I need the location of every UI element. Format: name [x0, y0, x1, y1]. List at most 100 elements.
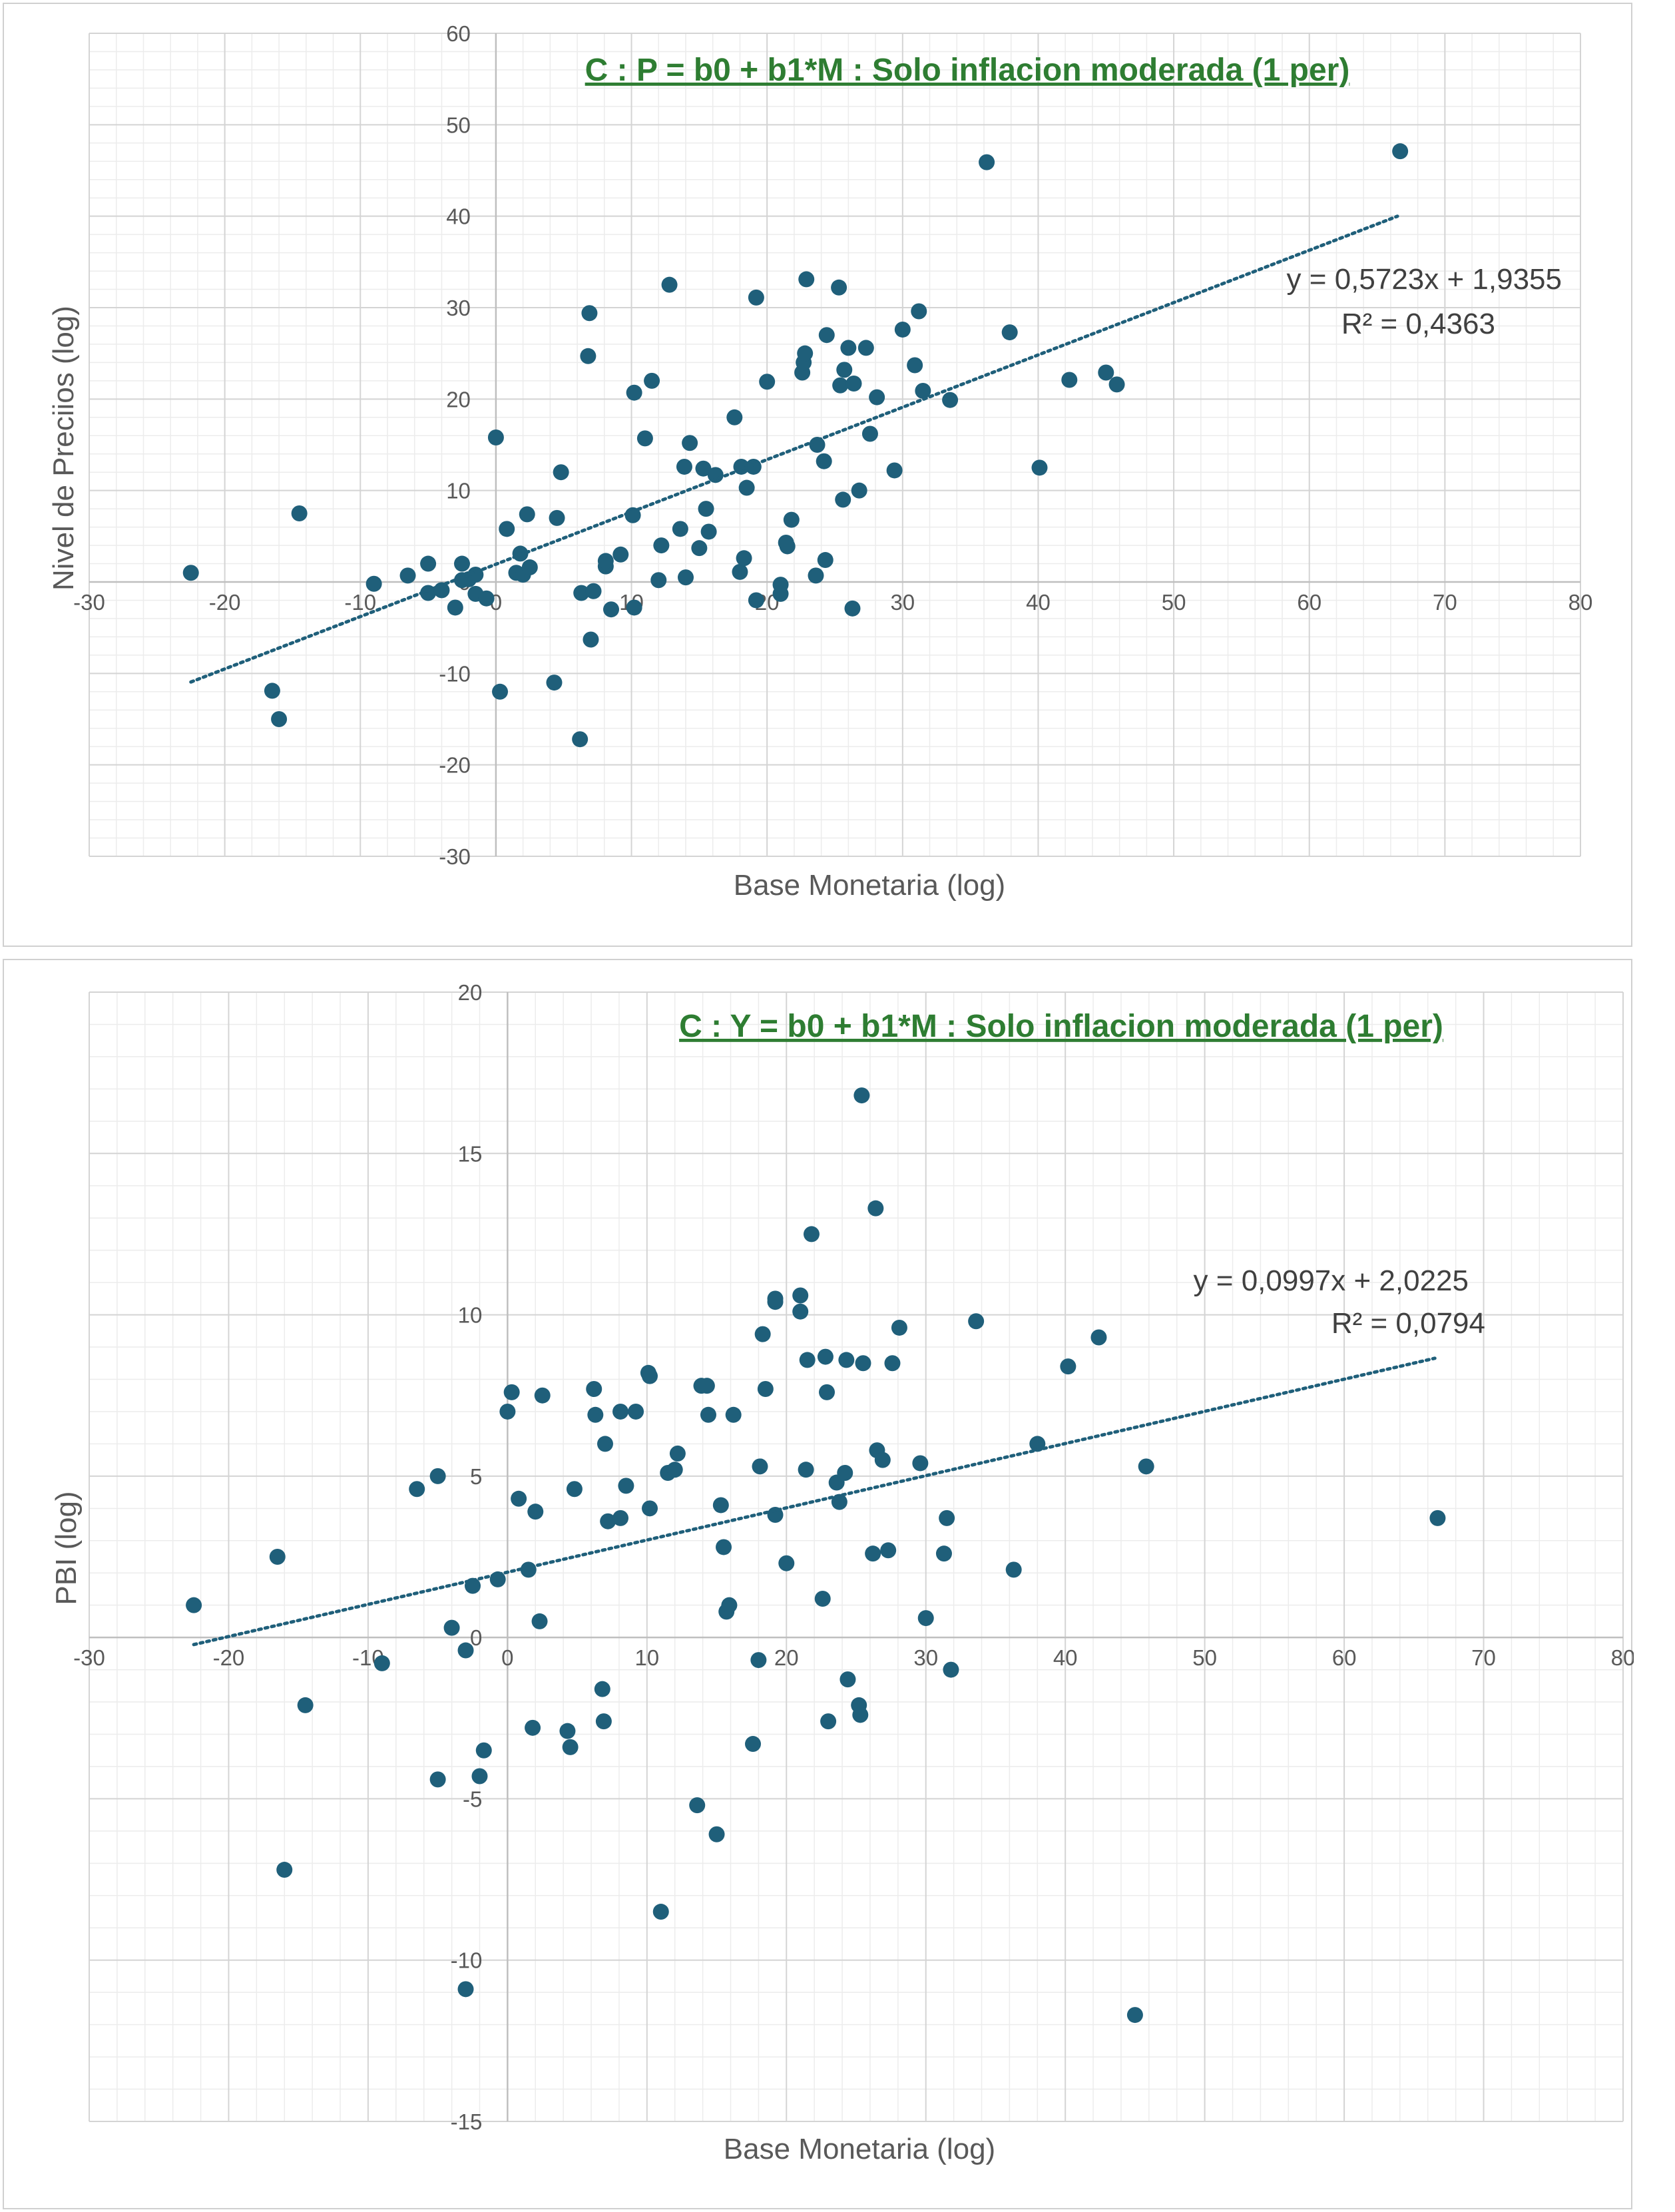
data-point — [653, 537, 670, 554]
x-tick-label: 0 — [501, 1645, 513, 1670]
x-tick-label: -20 — [213, 1645, 245, 1670]
data-point — [520, 1561, 537, 1578]
data-point — [943, 1661, 959, 1678]
data-point — [612, 546, 629, 563]
data-point — [580, 348, 597, 364]
data-point — [831, 279, 847, 296]
data-point — [642, 1500, 658, 1517]
data-point — [586, 1381, 602, 1398]
data-point — [447, 599, 463, 616]
x-tick-label: 70 — [1433, 590, 1457, 615]
data-point — [839, 1671, 856, 1688]
trendline-path — [189, 214, 1399, 684]
data-point — [874, 1452, 891, 1468]
data-point — [817, 1348, 834, 1365]
data-point — [698, 501, 714, 517]
y-tick-label: -20 — [439, 753, 471, 778]
y-tick-label: -15 — [451, 2109, 483, 2134]
data-point — [269, 1549, 286, 1565]
data-point — [917, 1610, 934, 1627]
data-point — [721, 1597, 738, 1613]
data-point — [566, 1481, 583, 1498]
trendline — [189, 214, 1399, 684]
data-point — [792, 1287, 809, 1304]
data-point — [650, 572, 667, 589]
data-point — [186, 1597, 202, 1613]
data-point — [942, 392, 959, 408]
y-tick-label: 20 — [458, 980, 483, 1005]
data-point — [698, 1378, 715, 1394]
data-point — [636, 430, 653, 447]
data-point — [817, 552, 834, 569]
y-tick-label: -5 — [463, 1787, 482, 1811]
data-point — [573, 585, 590, 601]
y-tick-label: 0 — [470, 1625, 482, 1650]
data-point — [835, 491, 851, 508]
r-squared-label: R² = 0,4363 — [1341, 308, 1495, 340]
x-tick-label: 60 — [1297, 590, 1321, 615]
data-point — [1392, 143, 1409, 160]
data-point — [832, 377, 849, 394]
data-point — [798, 271, 815, 288]
data-point — [1138, 1458, 1154, 1475]
data-point — [836, 362, 853, 378]
data-point — [779, 538, 796, 555]
data-point — [612, 1403, 629, 1420]
data-point — [857, 340, 874, 356]
data-point — [457, 1981, 474, 1998]
data-point — [521, 559, 538, 576]
data-point — [1005, 1561, 1022, 1578]
data-point — [682, 435, 698, 451]
data-point — [689, 1797, 706, 1814]
data-point — [562, 1739, 579, 1755]
data-point — [549, 509, 565, 526]
data-point — [499, 521, 515, 537]
trendline-equation: y = 0,5723x + 1,9355 — [1287, 263, 1562, 296]
data-point — [745, 1736, 762, 1753]
data-point — [1061, 372, 1078, 388]
data-point — [979, 154, 995, 170]
data-point — [454, 555, 470, 572]
data-point — [487, 429, 504, 446]
data-point — [1060, 1358, 1077, 1375]
x-tick-label: 40 — [1026, 590, 1051, 615]
x-tick-label: 10 — [634, 1645, 659, 1670]
data-point — [1090, 1329, 1107, 1346]
data-point — [600, 1513, 616, 1529]
data-point — [626, 384, 642, 401]
data-point — [754, 1326, 771, 1342]
data-point — [939, 1510, 955, 1526]
gridlines — [89, 991, 1624, 2122]
data-point — [471, 1768, 488, 1785]
data-point — [527, 1504, 544, 1520]
data-point — [912, 1455, 929, 1472]
y-tick-label: 40 — [446, 204, 471, 229]
data-point — [814, 1590, 831, 1607]
data-point — [1126, 2007, 1143, 2024]
data-point — [553, 464, 569, 481]
x-axis-label: Base Monetaria (log) — [734, 869, 1005, 902]
data-point — [546, 675, 563, 691]
data-point — [443, 1619, 460, 1636]
data-point — [894, 321, 911, 338]
data-point — [612, 1510, 629, 1526]
data-point — [581, 305, 598, 322]
data-point — [716, 1539, 732, 1555]
y-tick-label: 10 — [458, 1303, 483, 1328]
data-point — [291, 505, 308, 521]
data-point — [276, 1862, 293, 1878]
data-point — [726, 409, 743, 425]
data-point — [1029, 1436, 1046, 1452]
data-point — [572, 731, 589, 748]
x-tick-label: -30 — [73, 590, 105, 615]
x-tick-label: -30 — [73, 1645, 105, 1670]
data-point — [365, 575, 382, 592]
data-point — [597, 553, 614, 569]
data-point — [869, 389, 885, 406]
data-point — [669, 1445, 686, 1462]
chart-title: C : P = b0 + b1*M : Solo inflacion moder… — [585, 53, 1350, 88]
data-point — [732, 563, 748, 580]
data-point — [457, 1642, 474, 1659]
trendline-equation: y = 0,0997x + 2,0225 — [1194, 1264, 1469, 1297]
data-point — [691, 540, 708, 557]
